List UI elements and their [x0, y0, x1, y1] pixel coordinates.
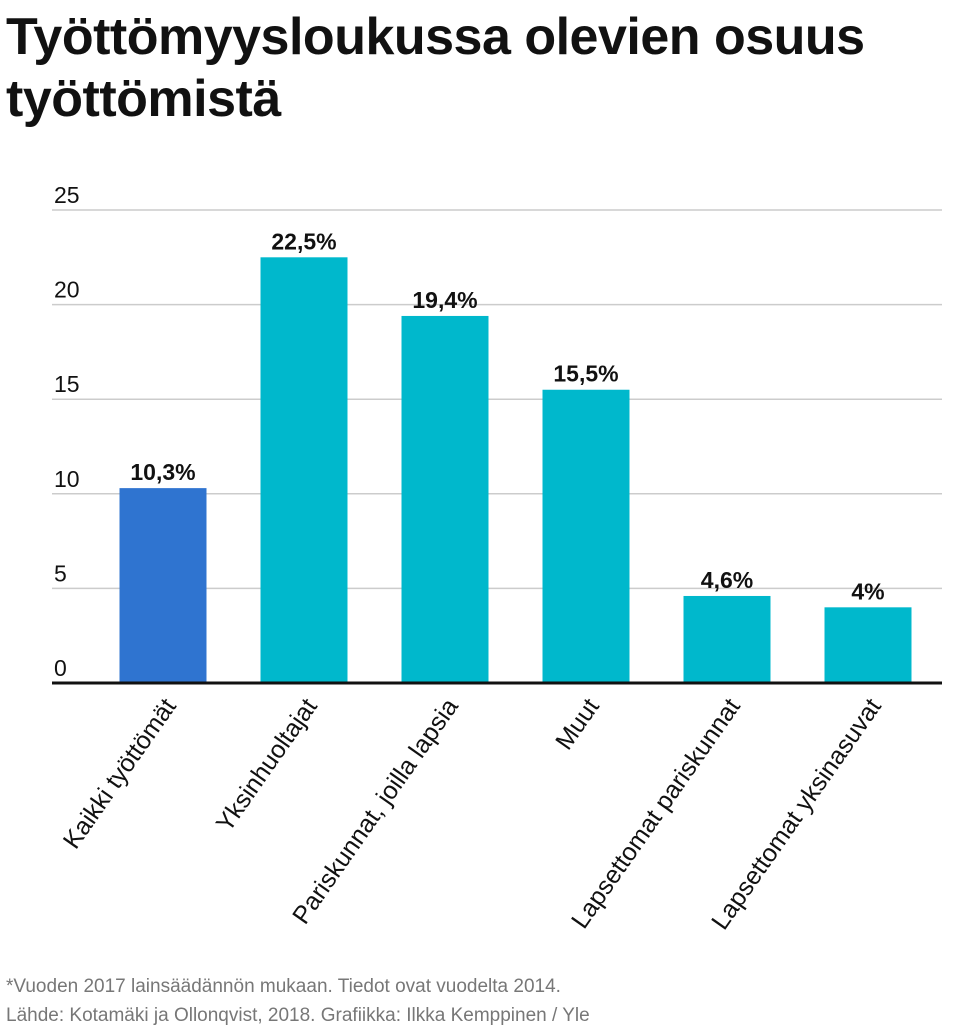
- y-tick-label: 20: [54, 277, 80, 303]
- y-tick-label: 0: [54, 655, 67, 681]
- data-label: 22,5%: [271, 228, 336, 254]
- y-tick-label: 25: [54, 182, 80, 208]
- data-label: 19,4%: [412, 287, 477, 313]
- bar-chart: 0 5 10 15 20 25 10,3% 22,5% 19,4% 15,5% 4,6% 4% Kaik…: [52, 182, 942, 935]
- x-tick-label: Pariskunnat, joilla lapsia: [287, 693, 464, 929]
- x-tick-label: Muut: [550, 693, 605, 755]
- footnote-text: *Vuoden 2017 lainsäädännön mukaan. Tiedo…: [6, 976, 561, 997]
- bar: [401, 315, 489, 683]
- data-label: 4%: [851, 578, 884, 604]
- y-tick-label: 5: [54, 560, 67, 586]
- bar: [683, 595, 771, 683]
- x-tick-label: Lapsettomat yksinasuvat: [706, 693, 887, 934]
- bar: [260, 257, 348, 683]
- chart-notes: *Vuoden 2017 lainsäädännön mukaan. Tiedo…: [6, 972, 946, 1030]
- data-label: 10,3%: [130, 459, 195, 485]
- bar: [119, 488, 207, 683]
- data-label: 4,6%: [701, 567, 753, 593]
- x-tick-label: Kaikki työttömät: [58, 693, 182, 854]
- bar: [542, 389, 630, 683]
- source-text: Lähde: Kotamäki ja Ollonqvist, 2018. Gra…: [6, 1005, 590, 1026]
- x-tick-label: Lapsettomat pariskunnat: [566, 693, 746, 933]
- x-tick-label: Yksinhuoltajat: [211, 693, 323, 837]
- bar: [824, 607, 912, 683]
- y-tick-label: 15: [54, 371, 80, 397]
- y-tick-label: 10: [54, 466, 80, 492]
- chart-svg: 0 5 10 15 20 25 10,3% 22,5% 19,4% 15,5% 4,6% 4% Kaik…: [52, 182, 942, 935]
- chart-title: Työttömyysloukussa olevien osuus työttöm…: [6, 8, 865, 128]
- data-label: 15,5%: [553, 361, 618, 387]
